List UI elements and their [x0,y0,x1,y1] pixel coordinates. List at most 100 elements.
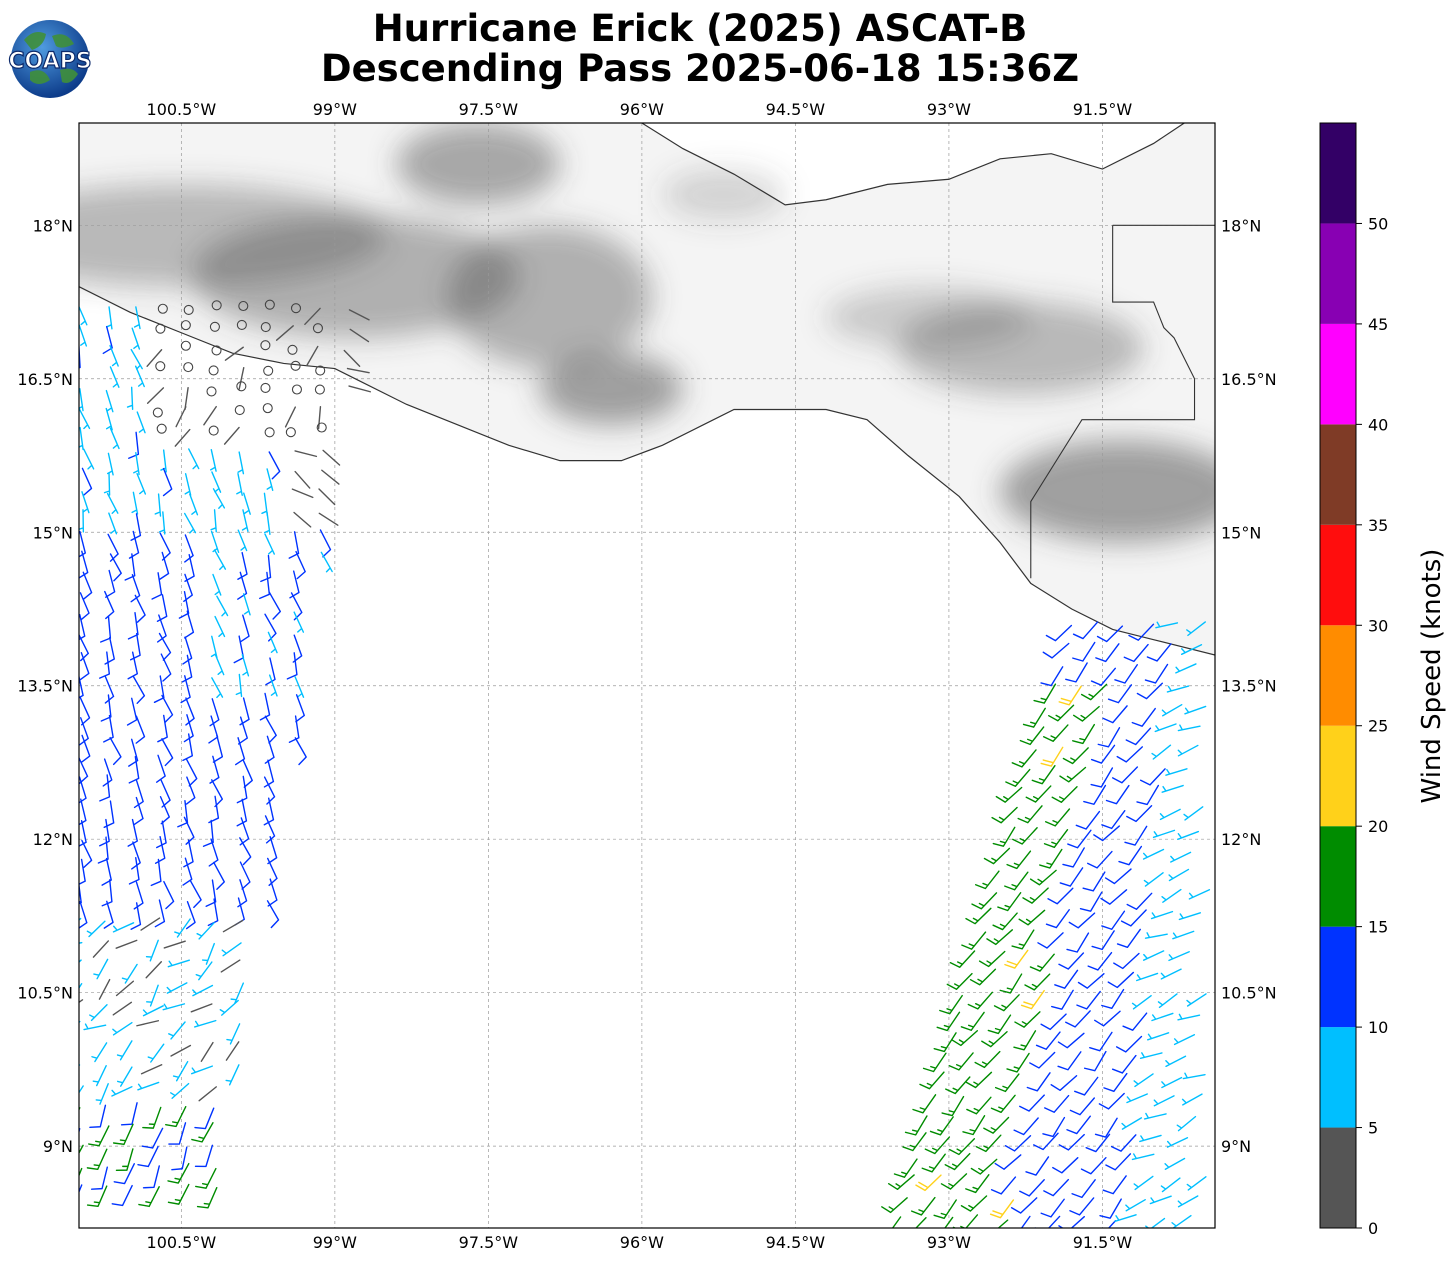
wind-barb [1104,868,1132,885]
wind-barb [975,1134,1002,1153]
wind-barb [243,492,251,515]
wind-barb [1153,1095,1175,1107]
wind-barb [241,509,249,532]
title-line-2: Descending Pass 2025-06-18 15:36Z [320,47,1080,90]
wind-barb [991,806,1018,824]
wind-barb [99,818,110,847]
wind-barb [167,1162,190,1184]
wind-barb [881,1197,908,1214]
wind-barb [129,632,141,661]
colorbar-bin [1320,524,1356,626]
wind-barb [220,959,241,973]
wind-barb [223,426,240,445]
wind-barb [1043,724,1069,742]
wind-barb [268,451,281,480]
wind-barb [92,940,110,958]
wind-barb [1101,810,1126,830]
wind-barb [322,449,341,466]
calm-wind-marker [314,384,325,395]
wind-barb [185,697,195,726]
wind-barb [1151,744,1172,760]
wind-barb [986,929,1014,946]
wind-barb [1083,784,1107,805]
calm-wind-marker [209,321,220,332]
wind-barb [174,428,191,447]
wind-barb [1114,664,1138,684]
wind-barb [180,675,191,704]
wind-barb [1133,1073,1154,1088]
wind-barb [348,385,371,393]
wind-barb [208,715,219,744]
colorbar-bin [1320,625,1356,726]
wind-barb [79,592,90,621]
wind-barb [214,615,226,638]
wind-barb [1105,1153,1132,1171]
wind-barb [174,918,191,938]
wind-barb [1005,768,1031,787]
calm-wind-marker [285,427,296,438]
wind-barb [908,1217,927,1228]
wind-barb [188,448,200,470]
wind-barb [983,1116,1010,1134]
wind-barb [135,715,146,744]
wind-barb [1072,641,1096,662]
wind-barb [103,714,114,743]
wind-barb [1101,910,1126,930]
terrain-shading [79,123,1215,543]
wind-barb [1094,1117,1118,1138]
wind-barb [288,715,300,743]
wind-barb [100,615,112,643]
wind-barb [1076,990,1101,1010]
wind-barb [184,534,194,563]
wind-barb [1058,952,1085,970]
wind-barb [238,367,245,390]
wind-barb [1177,724,1201,732]
wind-barb [90,1166,108,1190]
wind-barb [189,879,202,909]
wind-barb [1089,1031,1113,1052]
wind-barb [121,963,138,984]
wind-barb [260,554,272,583]
wind-barb [1177,1013,1201,1021]
wind-barb [239,697,250,726]
wind-barb [1040,666,1064,687]
wind-barb [166,982,188,994]
calm-wind-marker [155,323,166,334]
wind-barb [130,513,142,541]
wind-barb [1161,1076,1183,1089]
wind-barb [1180,644,1203,656]
wind-barb [162,467,173,497]
wind-barb [158,632,172,661]
wind-barb [208,795,220,824]
wind-barb [291,488,314,499]
wind-barb [945,1076,971,1095]
wind-barb [131,491,139,515]
wind-barb [304,307,321,326]
colorbar-bin [1320,323,1356,425]
wind-barb [109,736,122,766]
wind-barb [1034,1215,1061,1228]
wind-barb [210,509,217,533]
wind-barb [1012,827,1038,845]
lon-tick-label-top: 91.5°W [1073,100,1133,119]
wind-barb [237,879,248,908]
wind-barb [1121,1117,1143,1130]
lat-tick-label-left: 13.5°N [17,677,73,696]
wind-barb [1147,1032,1170,1041]
wind-barb [1186,1176,1207,1191]
wind-barb [1066,932,1090,953]
wind-barb [1142,848,1165,860]
wind-barb [211,677,224,699]
wind-barb [195,961,213,981]
wind-barb [1173,1034,1196,1046]
wind-barb [1110,1134,1137,1152]
wind-barb [1091,930,1115,951]
wind-barb [969,968,997,986]
wind-barb [264,735,275,764]
wind-barb [156,594,168,622]
wind-barb [79,917,82,921]
wind-barb [79,1184,83,1194]
wind-barb [203,405,217,426]
wind-barb [1095,643,1120,663]
wind-barb [1172,930,1195,940]
